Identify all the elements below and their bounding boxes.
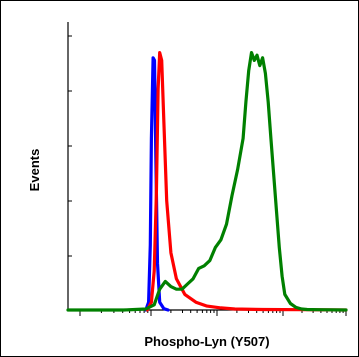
series-line-2 xyxy=(145,51,348,312)
axis-ticks xyxy=(68,35,347,316)
axes xyxy=(67,22,346,311)
series-line-1 xyxy=(144,56,170,312)
x-axis-label: Phospho-Lyn (Y507) xyxy=(144,334,269,349)
series-line-3 xyxy=(66,51,348,312)
series-layer xyxy=(66,51,348,312)
y-axis-label: Events xyxy=(27,149,42,192)
